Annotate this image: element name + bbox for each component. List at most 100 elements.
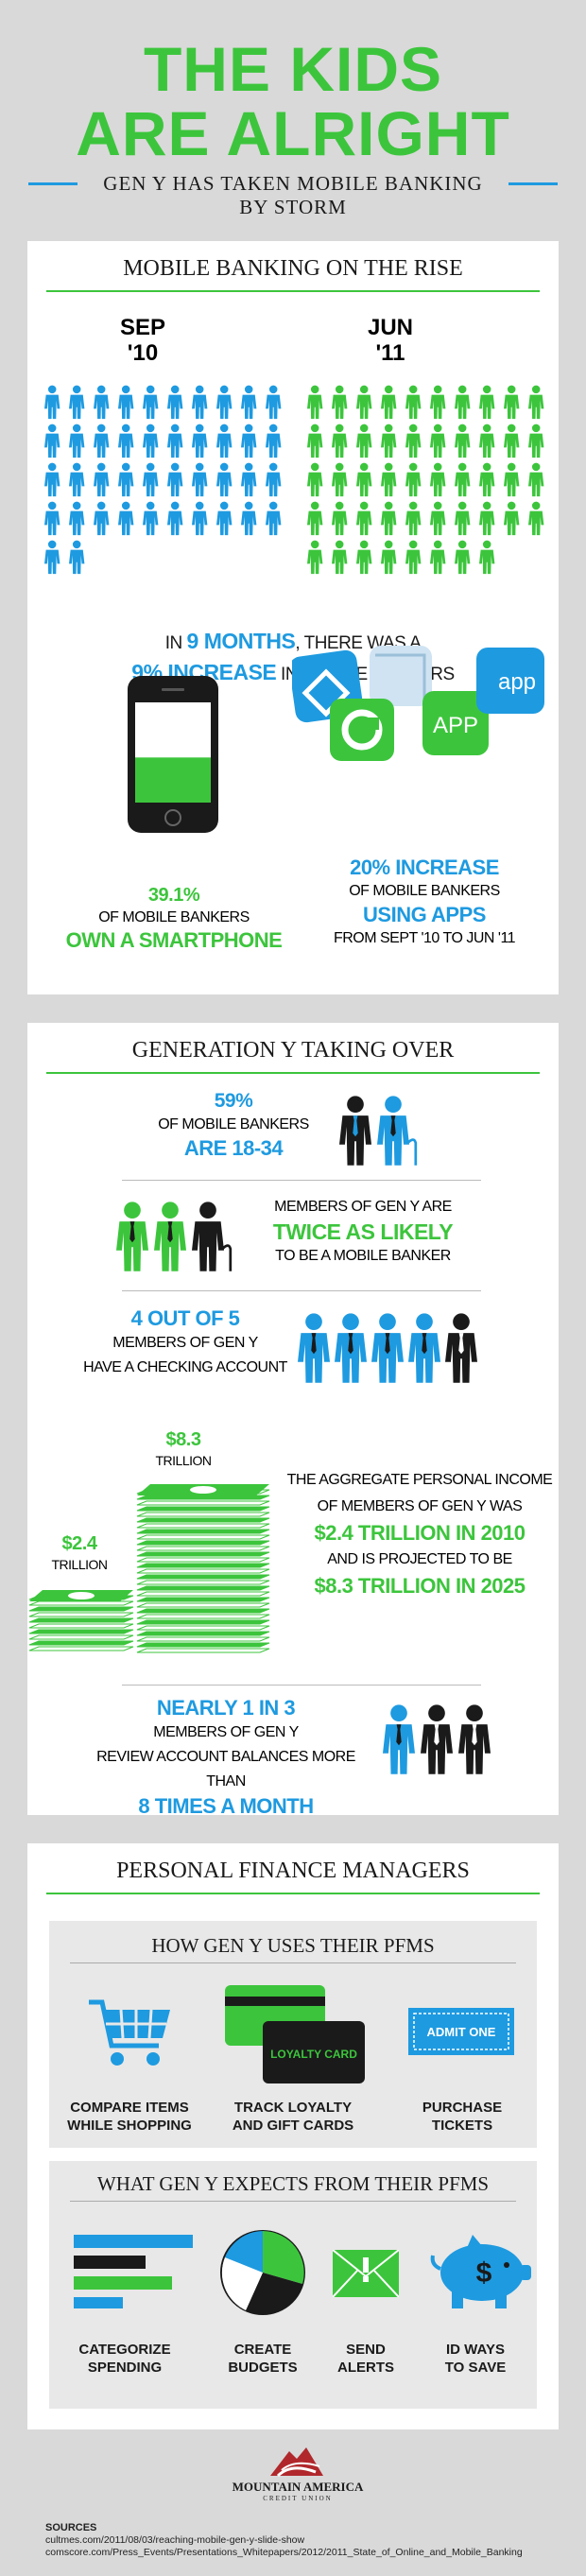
app-badge-text: APP <box>433 713 478 738</box>
loyalty-card-text: LOYALTY CARD <box>270 2048 357 2061</box>
person-icon <box>421 1704 453 1774</box>
person-icon <box>266 462 282 497</box>
person-icon <box>298 1313 330 1383</box>
person-icon <box>408 1313 440 1383</box>
divider-1 <box>122 1180 481 1181</box>
person-icon <box>143 424 159 458</box>
person-icon <box>381 385 397 420</box>
jun11-people-grid <box>307 385 544 575</box>
person-icon <box>143 501 159 536</box>
person-icon <box>69 385 85 420</box>
three-people-review-icon <box>383 1704 491 1774</box>
subtitle-rule-right <box>508 182 558 185</box>
person-icon <box>405 424 422 458</box>
person-icon <box>339 1096 371 1166</box>
jun11-label: JUN '11 <box>367 315 413 366</box>
subtitle-bar: GEN Y HAS TAKEN MOBILE BANKING BY STORM <box>28 166 558 218</box>
person-icon <box>377 1096 418 1166</box>
person-icon <box>94 424 110 458</box>
panel2-heading: WHAT GEN Y EXPECTS FROM THEIR PFMS <box>96 2172 490 2195</box>
person-icon <box>356 385 372 420</box>
stat-aggregate-income: THE AGGREGATE PERSONAL INCOME OF MEMBERS… <box>286 1472 553 1598</box>
person-icon <box>445 1313 477 1383</box>
person-icon <box>69 501 85 536</box>
person-icon <box>430 540 446 575</box>
person-icon <box>356 462 372 497</box>
person-icon <box>381 501 397 536</box>
categorize-bars-icon <box>74 2235 193 2308</box>
divider-2 <box>122 1290 481 1291</box>
section-generation-y: GENERATION Y TAKING OVER 59% OF MOBILE B… <box>27 1023 559 1818</box>
young-old-people-icon <box>339 1096 418 1166</box>
person-icon <box>332 540 348 575</box>
ticket-icon: ADMIT ONE <box>408 2008 514 2055</box>
use-track-loyalty: TRACK LOYALTY AND GIFT CARDS <box>232 2100 354 2134</box>
person-icon <box>192 462 208 497</box>
source-link-1[interactable]: cultmes.com/2011/08/03/reaching-mobile-g… <box>45 2534 305 2546</box>
person-icon <box>241 462 257 497</box>
panel-what-gen-y-expects: WHAT GEN Y EXPECTS FROM THEIR PFMS <box>49 2161 537 2409</box>
expect-budgets: CREATE BUDGETS <box>228 2342 298 2376</box>
alert-envelope-icon <box>333 2250 399 2297</box>
person-icon <box>118 424 134 458</box>
person-icon <box>332 424 348 458</box>
person-icon <box>44 540 60 575</box>
person-icon <box>94 462 110 497</box>
person-icon <box>192 501 208 536</box>
person-icon <box>455 385 471 420</box>
subtitle: GEN Y HAS TAKEN MOBILE BANKING BY STORM <box>103 172 483 218</box>
person-icon <box>307 385 323 420</box>
subtitle-rule-left <box>28 182 78 185</box>
person-icon <box>455 540 471 575</box>
person-icon <box>430 462 446 497</box>
stat-twice-likely: MEMBERS OF GEN Y ARE TWICE AS LIKELY TO … <box>272 1199 454 1264</box>
person-icon <box>371 1313 404 1383</box>
divider-3 <box>122 1685 481 1686</box>
panel1-heading-rule <box>70 1962 516 1963</box>
app-badge-text-2: app <box>498 669 536 695</box>
stat-1-in-3: NEARLY 1 IN 3 MEMBERS OF GEN Y REVIEW AC… <box>96 1696 355 1818</box>
person-icon <box>504 501 520 536</box>
person-icon <box>479 385 495 420</box>
section-pfm: PERSONAL FINANCE MANAGERS HOW GEN Y USES… <box>27 1843 559 2429</box>
person-icon <box>405 462 422 497</box>
section-mobile-banking: MOBILE BANKING ON THE RISE SEP '10 JUN '… <box>27 241 559 994</box>
sep10-people-grid <box>44 385 282 575</box>
person-icon <box>528 385 544 420</box>
person-icon <box>381 462 397 497</box>
person-icon <box>167 424 183 458</box>
stat-59-percent: 59% OF MOBILE BANKERS ARE 18-34 <box>158 1090 309 1160</box>
section2-heading-rule <box>46 1072 540 1074</box>
person-icon <box>455 462 471 497</box>
person-icon <box>335 1313 367 1383</box>
three-people-icon <box>116 1202 233 1271</box>
person-icon <box>266 501 282 536</box>
person-icon <box>430 501 446 536</box>
person-icon <box>504 385 520 420</box>
person-icon <box>528 462 544 497</box>
person-icon <box>504 424 520 458</box>
person-icon <box>266 385 282 420</box>
section3-heading-rule <box>46 1893 540 1894</box>
person-icon <box>216 462 233 497</box>
person-icon <box>216 424 233 458</box>
person-icon <box>69 540 85 575</box>
source-link-2[interactable]: comscore.com/Press_Events/Presentations_… <box>45 2547 523 2558</box>
stat-4-out-of-5: 4 OUT OF 5 MEMBERS OF GEN Y HAVE A CHECK… <box>83 1306 287 1375</box>
person-icon <box>332 462 348 497</box>
person-icon <box>116 1202 148 1271</box>
person-icon <box>356 424 372 458</box>
person-icon <box>44 501 60 536</box>
panel1-heading: HOW GEN Y USES THEIR PFMS <box>151 1934 435 1957</box>
person-icon <box>356 540 372 575</box>
title-line-2: ARE ALRIGHT <box>76 98 510 168</box>
person-icon <box>528 424 544 458</box>
person-icon <box>143 462 159 497</box>
person-icon <box>455 501 471 536</box>
five-people-icon <box>298 1313 477 1383</box>
expect-alerts: SEND ALERTS <box>337 2342 394 2376</box>
person-icon <box>528 501 544 536</box>
person-icon <box>332 501 348 536</box>
person-icon <box>94 385 110 420</box>
section1-heading-rule <box>46 290 540 292</box>
